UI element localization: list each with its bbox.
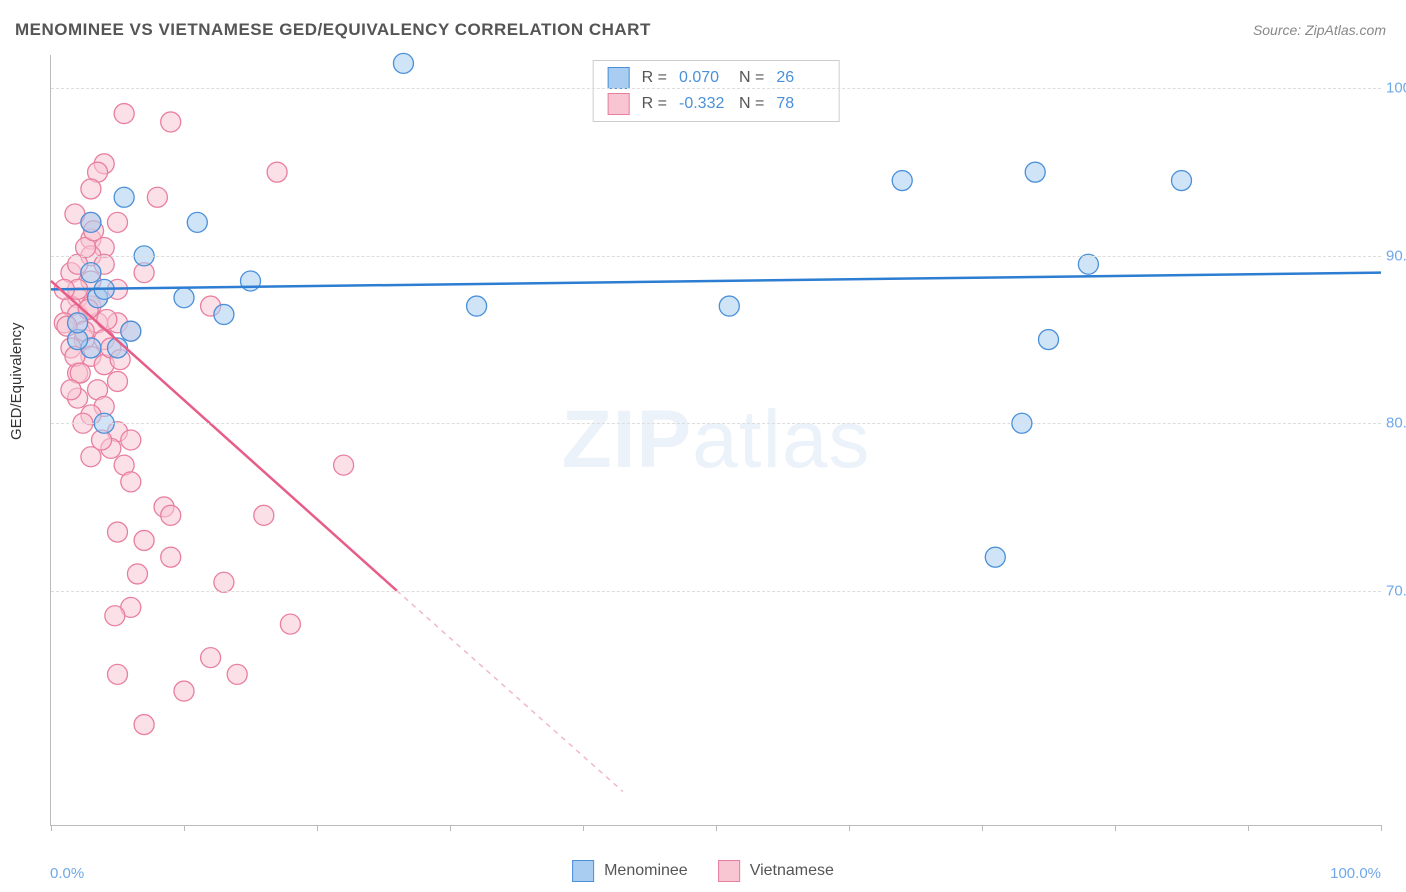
- data-point-vietnamese: [334, 455, 354, 475]
- legend-item-vietnamese: Vietnamese: [718, 860, 834, 882]
- data-point-vietnamese: [201, 648, 221, 668]
- data-point-vietnamese: [161, 505, 181, 525]
- data-point-vietnamese: [108, 212, 128, 232]
- x-tick: [849, 825, 850, 831]
- scatter-chart: [51, 55, 1381, 825]
- data-point-vietnamese: [254, 505, 274, 525]
- y-tick-label: 100.0%: [1386, 80, 1406, 97]
- source-attribution: Source: ZipAtlas.com: [1253, 22, 1386, 38]
- chart-title: MENOMINEE VS VIETNAMESE GED/EQUIVALENCY …: [15, 20, 651, 40]
- n-value: 26: [776, 69, 824, 87]
- data-point-menominee: [81, 263, 101, 283]
- r-label: R =: [642, 69, 667, 87]
- x-axis-min-label: 0.0%: [50, 865, 84, 882]
- stats-row-vietnamese: R = -0.332 N = 78: [608, 91, 825, 117]
- data-point-vietnamese: [127, 564, 147, 584]
- n-value: 78: [776, 95, 824, 113]
- data-point-vietnamese: [267, 162, 287, 182]
- data-point-vietnamese: [134, 530, 154, 550]
- legend-item-menominee: Menominee: [572, 860, 688, 882]
- y-tick-label: 80.0%: [1386, 415, 1406, 432]
- data-point-menominee: [1025, 162, 1045, 182]
- n-label: N =: [739, 95, 764, 113]
- data-point-vietnamese: [161, 112, 181, 132]
- gridline: [51, 88, 1381, 89]
- data-point-vietnamese: [214, 572, 234, 592]
- x-tick: [716, 825, 717, 831]
- n-label: N =: [739, 69, 764, 87]
- data-point-vietnamese: [105, 606, 125, 626]
- data-point-vietnamese: [97, 309, 117, 329]
- data-point-menominee: [1039, 330, 1059, 350]
- data-point-menominee: [68, 313, 88, 333]
- data-point-vietnamese: [121, 472, 141, 492]
- x-tick: [317, 825, 318, 831]
- data-point-menominee: [892, 171, 912, 191]
- data-point-vietnamese: [114, 104, 134, 124]
- y-axis-label: GED/Equivalency: [8, 322, 25, 440]
- data-point-vietnamese: [108, 371, 128, 391]
- data-point-vietnamese: [134, 715, 154, 735]
- data-point-menominee: [393, 53, 413, 73]
- data-point-vietnamese: [147, 187, 167, 207]
- data-point-menominee: [187, 212, 207, 232]
- legend-label: Menominee: [604, 862, 688, 880]
- r-value: 0.070: [679, 69, 727, 87]
- data-point-vietnamese: [280, 614, 300, 634]
- data-point-menominee: [174, 288, 194, 308]
- x-tick: [1248, 825, 1249, 831]
- data-point-menominee: [985, 547, 1005, 567]
- data-point-menominee: [1172, 171, 1192, 191]
- gridline: [51, 256, 1381, 257]
- plot-area: ZIPatlas R = 0.070 N = 26 R = -0.332 N =…: [50, 55, 1381, 826]
- legend-label: Vietnamese: [750, 862, 834, 880]
- data-point-menominee: [214, 304, 234, 324]
- x-tick: [184, 825, 185, 831]
- data-point-menominee: [81, 212, 101, 232]
- swatch-pink-icon: [608, 93, 630, 115]
- x-tick: [982, 825, 983, 831]
- data-point-vietnamese: [81, 179, 101, 199]
- data-point-vietnamese: [174, 681, 194, 701]
- x-tick: [1381, 825, 1382, 831]
- data-point-menominee: [1078, 254, 1098, 274]
- data-point-vietnamese: [108, 522, 128, 542]
- x-tick: [1115, 825, 1116, 831]
- data-point-vietnamese: [108, 664, 128, 684]
- legend: Menominee Vietnamese: [572, 860, 834, 882]
- y-tick-label: 90.0%: [1386, 247, 1406, 264]
- x-axis-max-label: 100.0%: [1330, 865, 1381, 882]
- data-point-vietnamese: [227, 664, 247, 684]
- r-value: -0.332: [679, 95, 727, 113]
- y-tick-label: 70.0%: [1386, 582, 1406, 599]
- data-point-menominee: [467, 296, 487, 316]
- swatch-blue-icon: [572, 860, 594, 882]
- gridline: [51, 591, 1381, 592]
- data-point-menominee: [719, 296, 739, 316]
- stats-row-menominee: R = 0.070 N = 26: [608, 65, 825, 91]
- data-point-vietnamese: [161, 547, 181, 567]
- x-tick: [450, 825, 451, 831]
- swatch-blue-icon: [608, 67, 630, 89]
- swatch-pink-icon: [718, 860, 740, 882]
- data-point-vietnamese: [121, 430, 141, 450]
- x-tick: [51, 825, 52, 831]
- data-point-menominee: [114, 187, 134, 207]
- r-label: R =: [642, 95, 667, 113]
- gridline: [51, 423, 1381, 424]
- data-point-vietnamese: [61, 380, 81, 400]
- regression-line-vietnamese-extrapolated: [397, 591, 623, 792]
- correlation-stats-box: R = 0.070 N = 26 R = -0.332 N = 78: [593, 60, 840, 122]
- data-point-menominee: [121, 321, 141, 341]
- x-tick: [583, 825, 584, 831]
